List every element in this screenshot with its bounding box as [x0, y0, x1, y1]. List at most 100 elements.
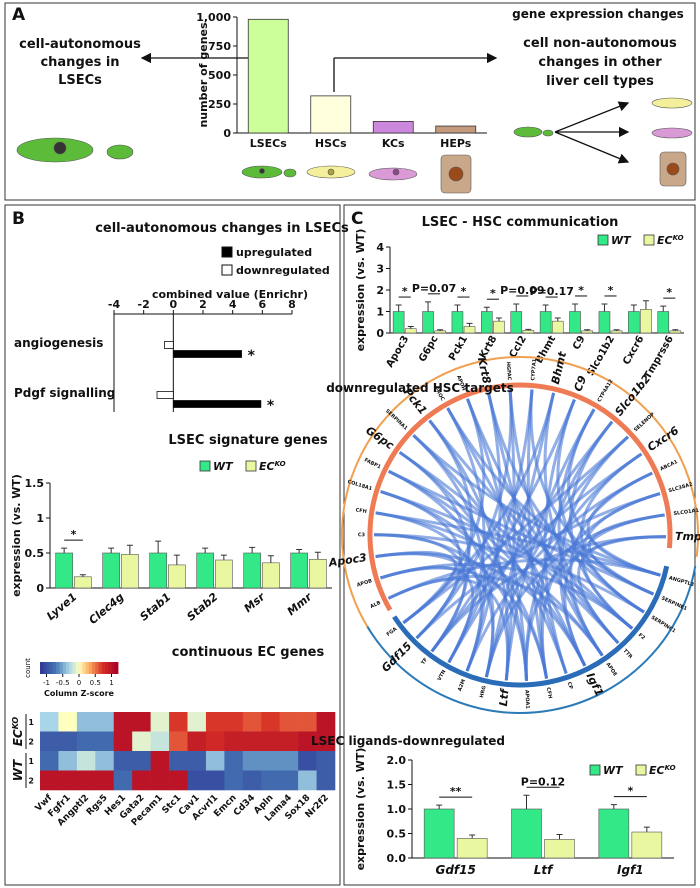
heatmap-cell [76, 731, 96, 752]
colorbar-segment [101, 662, 106, 674]
legend-label-main: EC [657, 234, 673, 247]
y-tick-label: 0.5 [387, 828, 407, 841]
bar [422, 311, 434, 334]
heatmap-cell [242, 712, 262, 732]
colorbar-segment [40, 662, 44, 674]
error-bar [572, 303, 579, 312]
bar [510, 311, 523, 334]
chord [415, 389, 513, 640]
y-tick-label: 0 [223, 127, 231, 140]
bar [392, 311, 405, 334]
row-group-label: WT [11, 759, 25, 781]
target-arc [341, 356, 699, 630]
error-bar [554, 317, 561, 322]
row-label: 1 [28, 718, 34, 727]
heatmap-cell [76, 770, 96, 791]
gene-label: CFH [545, 687, 553, 699]
y-tick-label: 1 [376, 306, 384, 319]
error-bar [523, 794, 530, 809]
heatmap-cell [261, 712, 280, 732]
chord [447, 420, 614, 664]
gene-label: SERPINA1 [384, 408, 409, 432]
y-axis-label: number of genes [197, 22, 210, 128]
error-bar [61, 547, 68, 553]
highlight-gene-label: Ltf [497, 687, 512, 706]
colorbar-segment [53, 662, 57, 674]
heatmap-cell [242, 770, 262, 791]
bar [631, 831, 663, 859]
significance-label: * [461, 285, 467, 298]
heatmap-cell [132, 770, 151, 791]
heatmap-cell [279, 731, 299, 752]
legend-label: ECKO [649, 764, 676, 777]
bar [657, 311, 670, 334]
error-bar [126, 544, 133, 555]
bar [102, 552, 120, 589]
heatmap-cell [187, 751, 207, 771]
x-tick-label: KCs [382, 137, 405, 150]
highlight-gene-label: Tmprss6 [675, 530, 700, 544]
colorbar-segment [108, 662, 112, 674]
x-tick-label: 8 [288, 298, 296, 311]
panel-b-title: cell-autonomous changes in LSECs [95, 221, 349, 236]
gene-label: SLCO1A1 [673, 508, 700, 518]
gene-label: APOB [356, 578, 373, 588]
chord [540, 492, 661, 679]
bar [247, 18, 289, 134]
heatmap-cell [150, 731, 170, 752]
highlight-gene-label: Bhmt [549, 350, 569, 386]
highlight-gene-label: Igf1 [584, 671, 606, 699]
heatmap-cell [205, 731, 225, 752]
x-tick-label: Ltf [534, 863, 554, 877]
legend-label: WT [611, 234, 632, 247]
chord [428, 419, 634, 630]
x-tick-label: Tmprss6 [642, 334, 676, 381]
colorbar-tick-label: -1 [43, 679, 50, 687]
bar [598, 808, 630, 859]
heatmap-cell [279, 751, 299, 771]
bar [372, 121, 414, 134]
heatmap-cell [298, 751, 317, 771]
panel-label: A [12, 5, 26, 25]
gene-label: SELENOP [633, 411, 656, 433]
y-tick-label: 0.5 [25, 547, 45, 560]
significance-label: * [666, 286, 672, 299]
chord [465, 392, 502, 672]
ligand-ring [392, 565, 670, 688]
significance-label: * [627, 785, 633, 798]
significance-label: * [71, 528, 77, 541]
y-axis-label: expression (vs. WT) [10, 474, 23, 597]
significance-label: * [490, 287, 496, 300]
heatmap-cell [205, 751, 225, 771]
row-group-label-main: WT [11, 759, 25, 781]
panel-b-frame [4, 204, 341, 886]
gene-label: ALB [369, 600, 382, 610]
gene-label: CP [566, 681, 574, 690]
heatmap-cell [76, 712, 96, 732]
y-tick-label: 0 [376, 327, 384, 340]
error-bar [407, 326, 414, 329]
heatmap-cell [169, 731, 188, 752]
legend-label-main: WT [611, 234, 632, 247]
bar [522, 330, 535, 334]
error-bar [601, 303, 608, 312]
significance-label: P=0.09 [500, 284, 544, 297]
error-bar [437, 329, 444, 331]
bar [669, 330, 682, 334]
legend-label-main: WT [603, 764, 624, 777]
error-bar [469, 834, 476, 839]
bar [243, 552, 261, 589]
error-bar [173, 554, 180, 565]
y-tick-label: 1.5 [387, 779, 407, 792]
legend-label-main: WT [213, 460, 234, 473]
colorbar-segment [66, 662, 70, 674]
gene-label: SERPINE1 [660, 596, 688, 613]
highlight-gene-label: Krt8 [475, 356, 494, 385]
x-tick-label: Mmr [285, 590, 315, 618]
bar [121, 554, 139, 589]
legend-swatch [589, 764, 601, 776]
heatmap-cell [169, 712, 188, 732]
x-tick-label: Pck1 [447, 334, 470, 363]
chord [484, 513, 665, 678]
bar [493, 320, 505, 334]
